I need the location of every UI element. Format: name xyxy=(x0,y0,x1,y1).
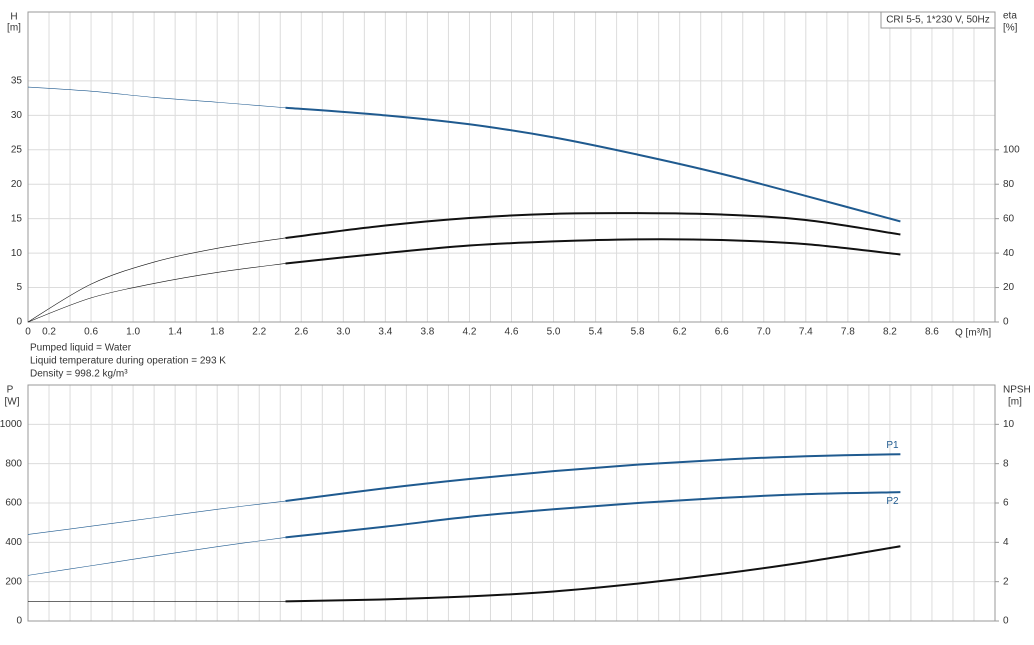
x-tick-label: 7.8 xyxy=(841,327,855,338)
x-tick-label: 4.2 xyxy=(463,327,477,338)
y-tick-label: 20 xyxy=(11,179,23,190)
y2-tick-label: 6 xyxy=(1003,498,1009,509)
x-tick-label: 8.6 xyxy=(925,327,939,338)
y-tick-label: 5 xyxy=(16,282,22,293)
x-tick-label: 2.2 xyxy=(252,327,266,338)
x-tick-label: 5.0 xyxy=(547,327,561,338)
x-tick-label: 2.6 xyxy=(294,327,308,338)
x-tick-label: 3.0 xyxy=(336,327,350,338)
legend-box xyxy=(880,11,996,29)
chart-title: CRI 5-5, 1*230 V, 50Hz xyxy=(886,15,990,26)
y2-tick-label: 10 xyxy=(1003,419,1015,430)
x-label: Q [m³/h] xyxy=(955,328,991,339)
y-tick-label: 0 xyxy=(16,317,22,328)
y2-tick-label: 4 xyxy=(1003,537,1009,548)
curve xyxy=(285,106,901,223)
x-tick-label: 4.6 xyxy=(505,327,519,338)
y-tick-label: 1000 xyxy=(0,419,22,430)
plot-frame xyxy=(27,11,996,323)
y-tick-label: 30 xyxy=(11,110,23,121)
y-tick-label: 25 xyxy=(11,144,23,155)
x-tick-label: 7.4 xyxy=(799,327,813,338)
x-tick-label: 6.2 xyxy=(673,327,687,338)
y2-label: eta xyxy=(1003,11,1017,22)
y-tick-label: 0 xyxy=(16,616,22,627)
y2-tick-label: 20 xyxy=(1003,282,1015,293)
x-tick-label: 5.4 xyxy=(589,327,603,338)
y2-tick-label: 40 xyxy=(1003,248,1015,259)
curve-extension xyxy=(27,537,286,576)
y-unit: [m] xyxy=(7,23,21,34)
x-tick-label: 1.4 xyxy=(168,327,182,338)
curve xyxy=(285,238,901,265)
curve xyxy=(285,212,901,239)
x-tick-label: 5.8 xyxy=(631,327,645,338)
y2-tick-label: 60 xyxy=(1003,213,1015,224)
x-tick-label: 0 xyxy=(25,327,31,338)
y-tick-label: 200 xyxy=(5,576,22,587)
y2-tick-label: 8 xyxy=(1003,458,1009,469)
y2-tick-label: 0 xyxy=(1003,616,1009,627)
y2-tick-label: 2 xyxy=(1003,576,1009,587)
y-tick-label: 400 xyxy=(5,537,22,548)
y-tick-label: 600 xyxy=(5,498,22,509)
note: Liquid temperature during operation = 29… xyxy=(30,356,226,367)
y2-unit: [m] xyxy=(1008,397,1022,408)
curve-extension xyxy=(27,86,286,109)
x-tick-label: 8.2 xyxy=(883,327,897,338)
y-unit: [W] xyxy=(5,397,20,408)
x-tick-label: 7.0 xyxy=(757,327,771,338)
x-tick-label: 1.0 xyxy=(126,327,140,338)
y2-tick-label: 100 xyxy=(1003,144,1020,155)
curve-extension xyxy=(27,263,286,323)
series-label: P1 xyxy=(886,440,899,451)
y-tick-label: 35 xyxy=(11,76,23,87)
y-tick-label: 10 xyxy=(11,248,23,259)
y2-unit: [%] xyxy=(1003,23,1018,34)
curve-extension xyxy=(27,500,286,535)
y-tick-label: 15 xyxy=(11,213,23,224)
y-tick-label: 800 xyxy=(5,458,22,469)
y2-label: NPSH xyxy=(1003,385,1031,396)
x-tick-label: 1.8 xyxy=(210,327,224,338)
curve xyxy=(285,453,901,503)
x-tick-label: 0.6 xyxy=(84,327,98,338)
series-label: P2 xyxy=(886,496,899,507)
curve xyxy=(285,545,901,603)
x-tick-label: 6.6 xyxy=(715,327,729,338)
y-label: H xyxy=(10,12,17,23)
curve-extension xyxy=(27,237,286,323)
note: Pumped liquid = Water xyxy=(30,343,132,354)
note: Density = 998.2 kg/m³ xyxy=(30,369,128,380)
y2-tick-label: 80 xyxy=(1003,179,1015,190)
x-tick-label: 0.2 xyxy=(42,327,56,338)
y2-tick-label: 0 xyxy=(1003,317,1009,328)
curve xyxy=(285,491,901,539)
y-label: P xyxy=(7,385,14,396)
x-tick-label: 3.4 xyxy=(378,327,392,338)
x-tick-label: 3.8 xyxy=(420,327,434,338)
